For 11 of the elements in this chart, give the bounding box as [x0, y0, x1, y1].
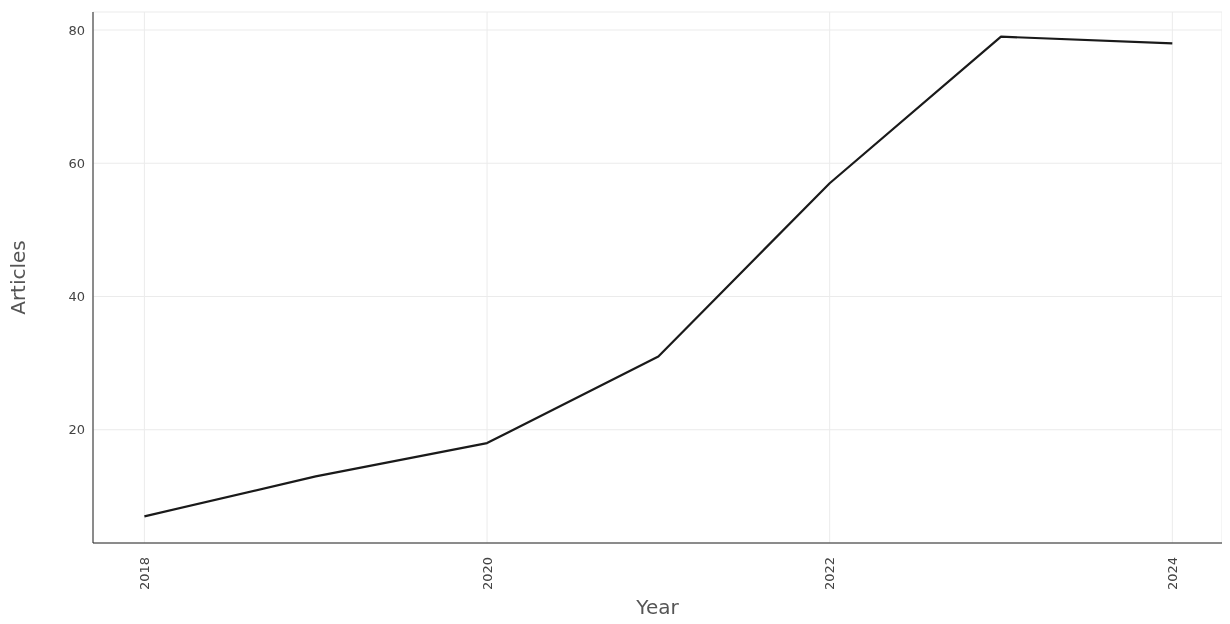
x-tick-label: 2024 [1164, 557, 1180, 591]
y-tick-label: 40 [68, 289, 85, 305]
y-axis-title: Articles [6, 240, 31, 315]
x-tick-label: 2018 [136, 557, 152, 591]
y-tick-label: 60 [68, 155, 85, 171]
x-tick-label: 2022 [822, 557, 838, 591]
y-tick-label: 20 [68, 422, 85, 438]
y-tick-label: 80 [68, 22, 85, 38]
line-series [143, 35, 1174, 518]
x-axis-title: Year [635, 595, 680, 619]
x-tick-label: 2020 [479, 557, 495, 591]
